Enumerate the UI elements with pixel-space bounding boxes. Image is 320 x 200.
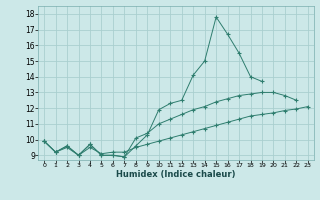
- X-axis label: Humidex (Indice chaleur): Humidex (Indice chaleur): [116, 170, 236, 179]
